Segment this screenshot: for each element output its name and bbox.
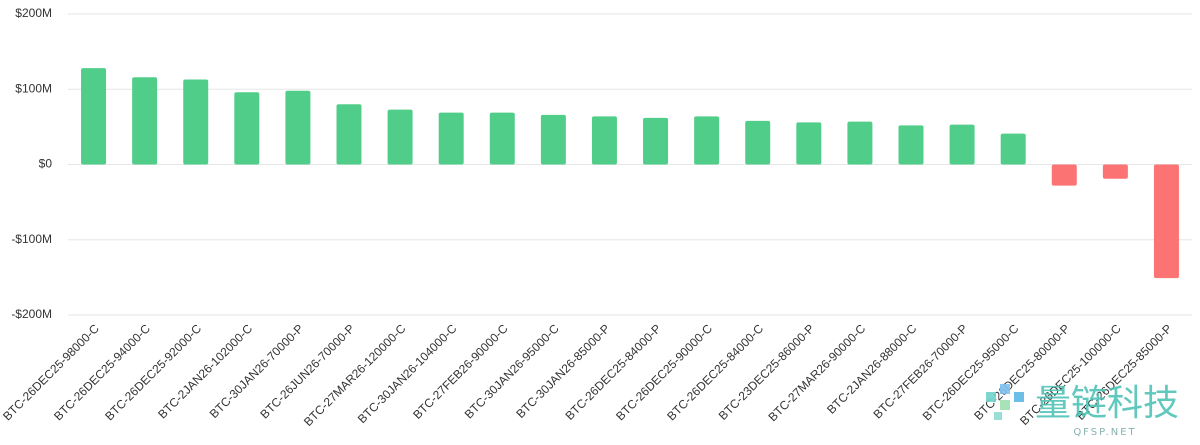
bar xyxy=(1051,164,1077,186)
x-tick-label: BTC-2JAN26-102000-C xyxy=(155,321,255,421)
x-tick-label: BTC-30JAN26-95000-C xyxy=(462,321,562,421)
bar xyxy=(694,116,720,165)
bar xyxy=(847,121,873,165)
y-tick-label: -$200M xyxy=(11,307,52,321)
watermark: 量链科技 QFSP.NET xyxy=(986,383,1179,438)
bar xyxy=(1102,164,1128,179)
x-tick-label: BTC-26DEC25-98000-C xyxy=(0,321,102,423)
x-tick-label: BTC-23DEC25-86000-P xyxy=(716,321,817,422)
bar xyxy=(81,68,107,165)
watermark-icon xyxy=(986,392,996,402)
bar xyxy=(234,92,260,165)
x-tick-label: BTC-26DEC25-92000-C xyxy=(102,321,204,423)
bar xyxy=(540,114,566,165)
x-tick-label: BTC-26JUN26-70000-P xyxy=(257,321,357,421)
bar xyxy=(745,120,771,165)
bar xyxy=(949,124,975,165)
x-tick-label: BTC-26DEC25-84000-P xyxy=(563,321,664,422)
x-tick-label: BTC-26DEC25-84000-C xyxy=(664,321,766,423)
bar xyxy=(1153,164,1179,279)
bar xyxy=(796,122,822,165)
bar xyxy=(591,116,617,165)
x-tick-label: BTC-27MAR26-90000-C xyxy=(765,321,868,424)
bar xyxy=(336,104,362,165)
x-tick-label: BTC-2JAN26-88000-C xyxy=(824,321,919,416)
x-tick-label: BTC-30JAN26-104000-C xyxy=(355,321,460,426)
bar xyxy=(285,90,311,165)
bar xyxy=(387,109,413,165)
x-tick-label: BTC-26DEC25-90000-C xyxy=(613,321,715,423)
x-tick-label: BTC-30JAN26-70000-P xyxy=(207,321,307,421)
y-tick-label: -$100M xyxy=(11,232,52,246)
bar xyxy=(132,77,158,165)
watermark-icon xyxy=(1000,400,1010,410)
x-tick-label: BTC-30JAN26-85000-P xyxy=(513,321,613,421)
x-tick-label: BTC-27MAR26-120000-C xyxy=(301,321,409,429)
bar xyxy=(438,112,464,165)
y-tick-label: $200M xyxy=(15,6,52,20)
x-tick-label: BTC-27FEB26-90000-C xyxy=(410,321,511,422)
bar xyxy=(643,117,669,165)
y-tick-label: $0 xyxy=(39,157,53,171)
watermark-icon xyxy=(1014,392,1024,402)
watermark-icon xyxy=(1000,384,1010,394)
x-tick-label: BTC-27FEB26-70000-P xyxy=(870,321,970,421)
bar xyxy=(183,79,209,165)
watermark-icon xyxy=(994,412,1002,420)
watermark-site: QFSP.NET xyxy=(1073,427,1136,438)
watermark-text: 量链科技 xyxy=(1035,383,1179,424)
bar xyxy=(1000,133,1026,165)
bar xyxy=(898,125,924,165)
x-tick-label: BTC-26DEC25-94000-C xyxy=(51,321,153,423)
y-tick-label: $100M xyxy=(15,81,52,95)
bar xyxy=(489,112,515,165)
